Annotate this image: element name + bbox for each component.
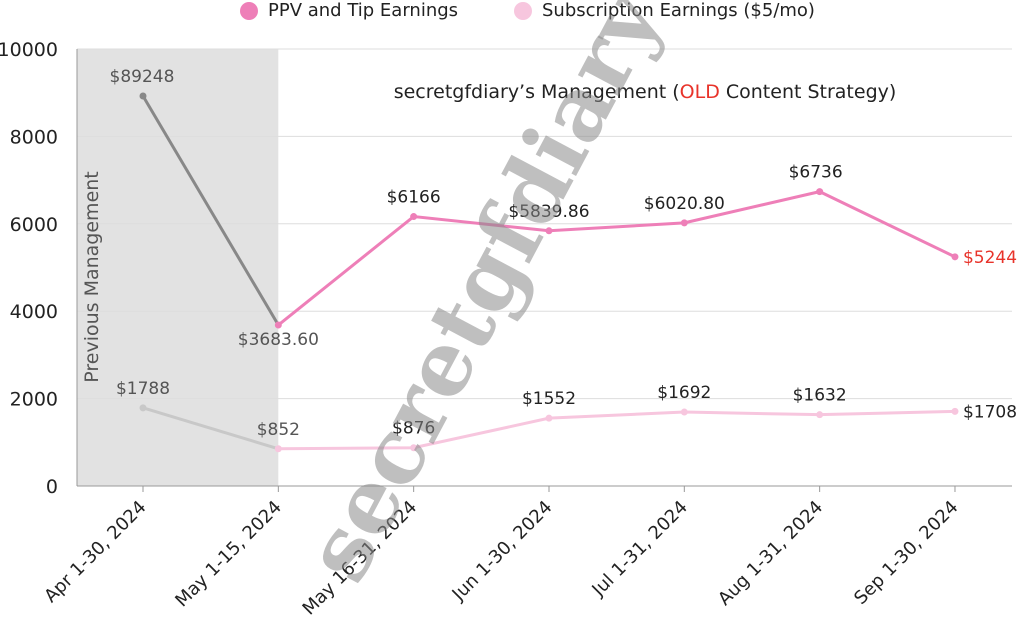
ppv-previous-line — [141, 95, 280, 326]
chart-title: secretgfdiary’s Management (OLD Content … — [394, 81, 897, 103]
subscription-point — [545, 414, 553, 422]
legend-item-subscription: Subscription Earnings ($5/mo) — [514, 0, 815, 21]
title-part: secretgfdiary’s Management ( — [394, 81, 680, 103]
ppv-line — [277, 190, 956, 327]
legend-label-subscription: Subscription Earnings ($5/mo) — [542, 0, 815, 21]
subscription-point — [680, 408, 688, 416]
subscription-point — [139, 404, 147, 412]
subscription-point — [816, 411, 824, 419]
ppv-data-label: $6166 — [387, 188, 441, 208]
ppv-data-label: $6020.80 — [644, 194, 725, 214]
y-tick-label: 10000 — [0, 39, 58, 61]
title-part: Content Strategy) — [720, 81, 896, 103]
subscription-data-label: $1552 — [522, 389, 576, 409]
legend: PPV and Tip Earnings Subscription Earnin… — [0, 0, 1024, 26]
legend-swatch-ppv — [240, 1, 258, 20]
x-tick-label: Jun 1-30, 2024 — [448, 497, 557, 606]
subscription-data-label: $1692 — [657, 383, 711, 403]
ppv-point — [139, 92, 147, 100]
x-tick-label: Apr 1-30, 2024 — [40, 497, 150, 607]
legend-label-ppv: PPV and Tip Earnings — [268, 0, 459, 21]
subscription-point — [951, 407, 959, 415]
ppv-point — [680, 219, 688, 227]
y-tick-label: 4000 — [10, 301, 58, 323]
subscription-data-label: $1788 — [116, 379, 170, 399]
subscription-data-label: $1632 — [793, 386, 847, 406]
subscription-line — [278, 409, 956, 451]
previous-management-label: Previous Management — [81, 171, 103, 383]
subscription-data-label: $852 — [257, 420, 300, 440]
ppv-point — [410, 213, 418, 221]
previous-management-region — [77, 49, 279, 486]
x-tick-label: Aug 1-31, 2024 — [714, 497, 827, 610]
ppv-point — [816, 188, 824, 196]
ppv-point — [274, 321, 282, 329]
y-tick-label: 8000 — [10, 126, 58, 148]
y-tick-label: 6000 — [10, 214, 58, 236]
ppv-data-label: $5839.86 — [508, 202, 589, 222]
x-tick-label: Jul 1-31, 2024 — [588, 497, 692, 601]
legend-swatch-subscription — [514, 1, 532, 20]
ppv-data-label: $89248 — [110, 67, 175, 87]
y-tick-label: 2000 — [10, 389, 58, 411]
subscription-previous-line — [142, 406, 279, 451]
x-tick-label: May 1-15, 2024 — [171, 497, 286, 612]
x-tick-label: Sep 1-30, 2024 — [850, 497, 962, 609]
legend-item-ppv: PPV and Tip Earnings — [240, 0, 458, 21]
y-tick-label: 0 — [46, 476, 58, 498]
ppv-data-label: $6736 — [789, 163, 843, 183]
ppv-data-label: $3683.60 — [238, 330, 319, 350]
subscription-data-label: $876 — [392, 419, 435, 439]
subscription-data-label: $1708 — [963, 402, 1017, 422]
subscription-point — [410, 444, 418, 452]
ppv-point — [545, 227, 553, 235]
subscription-point — [274, 445, 282, 453]
title-highlight-word: OLD — [680, 81, 720, 103]
ppv-data-label: $5244 — [963, 248, 1017, 268]
ppv-point — [951, 253, 959, 261]
